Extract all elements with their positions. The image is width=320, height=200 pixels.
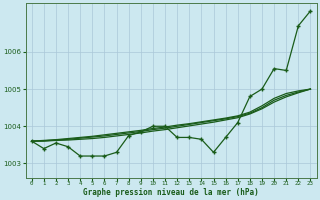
X-axis label: Graphe pression niveau de la mer (hPa): Graphe pression niveau de la mer (hPa) [83, 188, 259, 197]
